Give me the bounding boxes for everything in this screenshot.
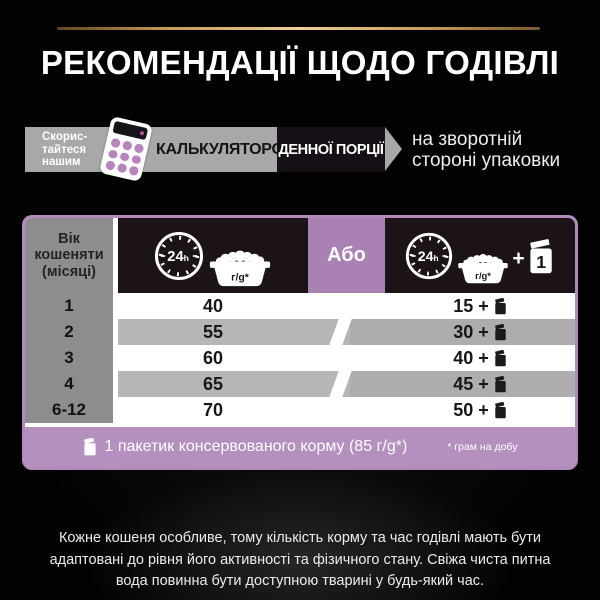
age-cell: 4 [64, 374, 74, 393]
or-cell: Або [308, 218, 385, 293]
disclaimer-text: Кожне кошеня особливе, тому кількість ко… [49, 530, 551, 589]
use-our-line1: Скорис- [42, 131, 88, 143]
food-bowl-icon: г/g* [209, 250, 271, 286]
age-header-line1: Вік [58, 230, 80, 247]
calculator-screen [112, 120, 149, 141]
table-row: 55 30 + [118, 319, 575, 345]
wet-food-pouch-icon: 1 [529, 238, 552, 273]
calculator-keys [105, 137, 144, 176]
combo-value: 45 + [413, 371, 547, 397]
table-row: 70 50 + [118, 397, 575, 423]
age-cell: 1 [64, 296, 74, 315]
daily-portion-badge: ДЕННОЇ ПОРЦІЇ [277, 127, 385, 172]
food-bowl-icon: г/g* [458, 254, 509, 284]
table-rows: 40 15 + 55 30 + 60 [118, 293, 575, 423]
page-title: РЕКОМЕНДАЦІЇ ЩОДО ГОДІВЛІ [40, 44, 560, 81]
dry-grams-value: 70 [202, 400, 224, 420]
back-of-pack-note: на зворотній стороні упаковки [412, 129, 561, 171]
combo-value: 15 + [413, 293, 547, 319]
age-column-header: Вік кошеняти (місяці) [25, 218, 113, 293]
age-cell: 6-12 [51, 400, 87, 419]
footer-asterisk-note: * грам на добу [447, 441, 518, 453]
table-row: 40 15 + [118, 293, 575, 319]
plus-sign: + [512, 246, 525, 270]
pouch-icon [494, 349, 506, 366]
back-note-line2: стороні упаковки [412, 149, 561, 171]
dry-food-header-cell: 24h г/g* [118, 218, 308, 293]
table-row: 65 45 + [118, 371, 575, 397]
table-row: 60 40 + [118, 345, 575, 371]
dry-grams-value: 60 [202, 348, 224, 368]
clock-24h-icon: 24h [154, 231, 204, 280]
combo-value: 40 + [413, 345, 547, 371]
calculator-banner: Скорис- тайтеся нашим КАЛЬКУЛЯТОРОМ ДЕНН… [25, 116, 385, 182]
mixed-feeding-header-cell: 24h г/g* + 1 [385, 218, 575, 293]
pouch-icon [494, 375, 506, 392]
combo-grams-text: 50 + [453, 399, 489, 420]
age-column: Вік кошеняти (місяці) 1 2 3 4 6-12 [25, 218, 113, 423]
combo-value: 30 + [413, 319, 547, 345]
svg-text:г/g*: г/g* [231, 271, 250, 283]
dry-grams-value: 55 [202, 322, 224, 342]
svg-text:1: 1 [536, 252, 546, 272]
combo-grams-text: 40 + [453, 347, 489, 368]
age-cell: 3 [64, 348, 74, 367]
gold-divider [57, 27, 540, 30]
combo-grams-text: 15 + [453, 295, 489, 316]
svg-text:24h: 24h [167, 249, 189, 265]
age-cell: 2 [64, 322, 74, 341]
pouch-icon [494, 323, 506, 340]
table-footer: 1 пакетик консервованого корму (85 г/g*)… [25, 427, 575, 467]
use-our-line3: нашим [42, 156, 81, 168]
combo-grams-text: 30 + [453, 321, 489, 342]
svg-text:г/g*: г/g* [475, 271, 491, 281]
back-note-line1: на зворотній [412, 129, 523, 150]
use-our-label: Скорис- тайтеся нашим [42, 131, 87, 169]
calculator-power-dot [139, 130, 145, 136]
feeding-table: Вік кошеняти (місяці) 1 2 3 4 6-12 24h [22, 215, 578, 470]
dry-grams-value: 40 [202, 296, 224, 316]
combo-grams-text: 45 + [453, 373, 489, 394]
calculator-icon [99, 116, 153, 182]
pouch-icon [494, 297, 506, 314]
dry-grams-value: 65 [202, 374, 224, 394]
pouch-icon [494, 401, 506, 418]
age-header-line3: (місяці) [42, 263, 96, 280]
daily-portion-label: ДЕННОЇ ПОРЦІЇ [278, 141, 384, 158]
footer-note: 1 пакетик консервованого корму (85 г/g*) [104, 438, 408, 455]
banner-arrow-tip [385, 127, 402, 171]
svg-text:24h: 24h [418, 249, 439, 265]
clock-24h-icon: 24h [406, 232, 453, 279]
calculator-label: КАЛЬКУЛЯТОРОМ [156, 140, 297, 158]
use-our-line2: тайтеся [42, 143, 87, 156]
combo-value: 50 + [413, 397, 547, 423]
age-header-line2: кошеняти [34, 247, 104, 264]
pouch-icon [83, 438, 96, 456]
